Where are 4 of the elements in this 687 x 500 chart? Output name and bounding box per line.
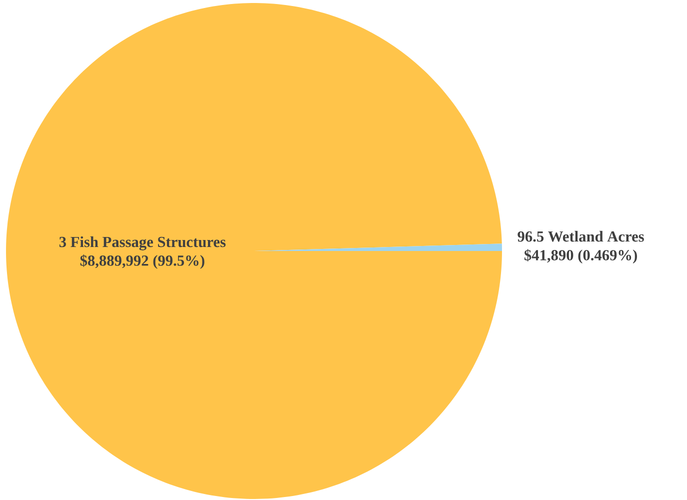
slice-label: 96.5 Wetland Acres	[518, 230, 644, 242]
slice-label: 3 Fish Passage Structures	[59, 236, 226, 250]
data-label: $41,890 (0.469%)	[524, 249, 637, 264]
data-label: $8,889,992 (99.5%)	[80, 254, 204, 269]
